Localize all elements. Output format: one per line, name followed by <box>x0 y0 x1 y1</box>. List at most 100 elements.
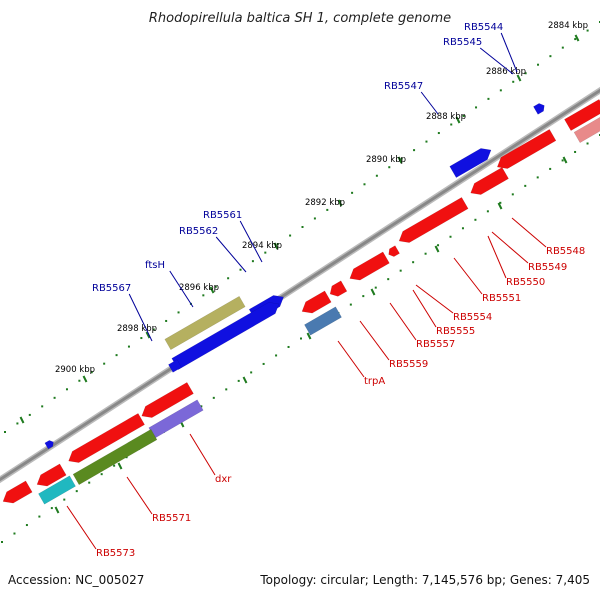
reverse-gene-label-rb5548: RB5548 <box>546 246 585 257</box>
inner-tick-track-dot <box>512 193 514 195</box>
outer-tick-track-dot <box>574 38 576 40</box>
outer-tick-track-dot <box>41 405 43 407</box>
outer-tick-track-dot <box>376 175 378 177</box>
forward-gene-label-rb5544: RB5544 <box>464 22 503 33</box>
inner-tick-track-dot <box>350 304 352 306</box>
reverse-gene <box>350 252 390 280</box>
forward-gene-label-rb5545: RB5545 <box>443 37 482 48</box>
outer-tick-track-dot <box>202 294 204 296</box>
major-tick <box>244 377 247 383</box>
major-tick <box>84 376 87 382</box>
inner-tick-track-dot <box>288 346 290 348</box>
genome-map: Rhodopirellula baltica SH 1, complete ge… <box>0 0 600 600</box>
outer-tick-track-dot <box>178 311 180 313</box>
inner-tick-track-dot <box>387 278 389 280</box>
outer-tick-track-dot <box>140 337 142 339</box>
forward-gene-label-rb5561: RB5561 <box>203 210 242 221</box>
reverse-label-leader <box>416 285 453 313</box>
tick-label: 2892 kbp <box>305 198 345 208</box>
reverse-gene-label-trpa: trpA <box>364 376 385 387</box>
outer-tick-track-dot <box>351 192 353 194</box>
inner-tick-track-dot <box>524 185 526 187</box>
forward-gene <box>533 103 544 114</box>
major-tick <box>436 246 439 252</box>
inner-tick-track-dot <box>362 295 364 297</box>
outer-tick-track-dot <box>326 209 328 211</box>
major-tick <box>56 507 59 513</box>
outer-tick-track-dot <box>289 235 291 237</box>
inner-tick-track-dot <box>250 371 252 373</box>
reverse-label-leader <box>338 341 364 377</box>
outer-tick-track-dot <box>438 132 440 134</box>
reverse-gene <box>389 246 400 257</box>
major-tick <box>372 289 375 295</box>
reverse-label-leader <box>127 477 152 514</box>
inner-tick-track-dot <box>587 142 589 144</box>
reverse-label-leader <box>390 303 416 340</box>
outer-tick-track-dot <box>54 397 56 399</box>
outer-tick-track-dot <box>29 414 31 416</box>
inner-tick-track-dot <box>263 363 265 365</box>
inner-tick-track-dot <box>1 541 3 543</box>
inner-tick-track-dot <box>26 524 28 526</box>
reverse-label-leader <box>512 218 546 247</box>
forward-gene-label-ftsh: ftsH <box>145 260 165 271</box>
tick-label: 2890 kbp <box>366 155 406 165</box>
reverse-gene-label-rb5554: RB5554 <box>453 312 492 323</box>
outer-tick-track-dot <box>227 277 229 279</box>
tick-label: 2900 kbp <box>55 365 95 375</box>
reverse-gene-label-rb5559: RB5559 <box>389 359 428 370</box>
forward-label-leader <box>421 92 438 114</box>
reverse-label-leader <box>190 434 215 475</box>
outer-tick-track-dot <box>264 252 266 254</box>
inner-tick-track-dot <box>300 338 302 340</box>
inner-tick-track-dot <box>63 499 65 501</box>
inner-tick-track-dot <box>462 227 464 229</box>
inner-tick-track-dot <box>562 159 564 161</box>
topology-text: Topology: circular; Length: 7,145,576 bp… <box>260 573 590 587</box>
inner-tick-track-dot <box>450 236 452 238</box>
outer-tick-track-dot <box>116 354 118 356</box>
forward-gene-label-rb5547: RB5547 <box>384 81 423 92</box>
reverse-label-leader <box>360 321 389 360</box>
outer-tick-track-dot <box>537 64 539 66</box>
inner-tick-track-dot <box>13 533 15 535</box>
reverse-gene-label-rb5555: RB5555 <box>436 326 475 337</box>
forward-gene-label-rb5562: RB5562 <box>179 226 218 237</box>
outer-tick-track-dot <box>425 141 427 143</box>
outer-tick-track-dot <box>475 106 477 108</box>
outer-tick-track-dot <box>512 81 514 83</box>
inner-tick-track-dot <box>474 219 476 221</box>
accession-text: Accession: NC_005027 <box>8 573 144 587</box>
inner-tick-track-dot <box>375 287 377 289</box>
outer-tick-track-dot <box>549 55 551 57</box>
outer-tick-track-dot <box>450 124 452 126</box>
inner-tick-track-dot <box>412 261 414 263</box>
inner-tick-track-dot <box>88 482 90 484</box>
reverse-gene-label-rb5571: RB5571 <box>152 513 191 524</box>
outer-tick-track-dot <box>413 149 415 151</box>
outer-tick-track-dot <box>562 47 564 49</box>
inner-tick-track-dot <box>537 176 539 178</box>
reverse-gene <box>399 197 468 242</box>
reverse-gene-label-rb5551: RB5551 <box>482 293 521 304</box>
reverse-gene <box>302 291 331 313</box>
major-tick <box>499 203 502 209</box>
inner-tick-track-dot <box>51 507 53 509</box>
outer-tick-track-dot <box>500 89 502 91</box>
outer-tick-track-dot <box>363 183 365 185</box>
outer-tick-track-dot <box>252 260 254 262</box>
tick-label: 2894 kbp <box>242 241 282 251</box>
inner-tick-track-dot <box>213 397 215 399</box>
reverse-gene <box>3 481 32 503</box>
inner-tick-track-dot <box>425 253 427 255</box>
reverse-gene <box>330 281 347 297</box>
inner-tick-track-dot <box>549 168 551 170</box>
reverse-gene-label-rb5557: RB5557 <box>416 339 455 350</box>
reverse-label-leader <box>67 506 96 549</box>
outer-tick-track-dot <box>302 226 304 228</box>
inner-tick-track-dot <box>238 380 240 382</box>
reverse-label-leader <box>454 258 482 294</box>
tick-label: 2888 kbp <box>426 112 466 122</box>
inner-tick-track-dot <box>101 473 103 475</box>
